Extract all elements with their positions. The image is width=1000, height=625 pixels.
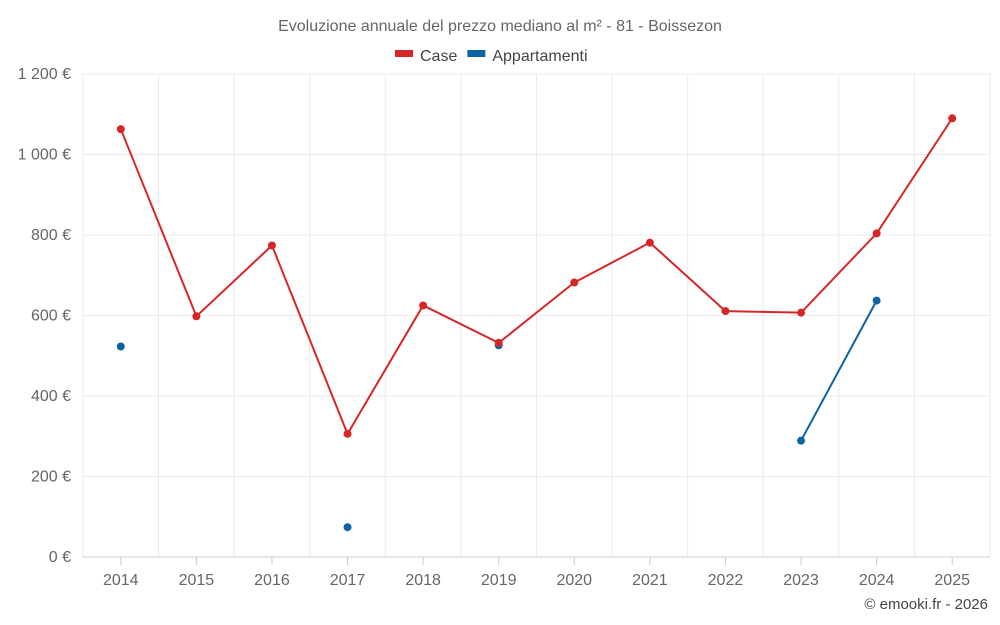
data-point[interactable] bbox=[872, 296, 881, 305]
x-tick-label: 2022 bbox=[708, 572, 744, 589]
legend: Case Appartamenti bbox=[395, 48, 588, 65]
legend-label[interactable]: Case bbox=[420, 48, 457, 65]
data-point[interactable] bbox=[343, 429, 352, 438]
x-tick-label: 2024 bbox=[859, 572, 895, 589]
legend-swatch bbox=[467, 50, 486, 57]
grid bbox=[82, 73, 991, 558]
y-axis: 0 € 200 € 400 € 600 € 800 € 1 000 € 1 200 € bbox=[18, 66, 71, 566]
x-tick-label: 2023 bbox=[783, 572, 819, 589]
chart-title: Evoluzione annuale del prezzo mediano al… bbox=[278, 18, 722, 35]
data-point[interactable] bbox=[797, 308, 806, 317]
x-tick-label: 2021 bbox=[632, 572, 668, 589]
data-point[interactable] bbox=[267, 241, 276, 250]
x-tick-label: 2014 bbox=[103, 572, 139, 589]
data-point[interactable] bbox=[494, 338, 503, 347]
data-point[interactable] bbox=[797, 436, 806, 445]
series-line bbox=[119, 117, 954, 435]
credit-text: © emooki.fr - 2026 bbox=[864, 596, 988, 613]
series-case bbox=[116, 114, 957, 438]
data-point[interactable] bbox=[721, 307, 730, 316]
x-tick-label: 2016 bbox=[254, 572, 290, 589]
x-tick-label: 2015 bbox=[179, 572, 215, 589]
x-tick-label: 2017 bbox=[330, 572, 366, 589]
x-tick-label: 2020 bbox=[556, 572, 592, 589]
y-tick-label: 600 € bbox=[31, 308, 71, 325]
data-point[interactable] bbox=[192, 312, 201, 321]
x-tick-label: 2019 bbox=[481, 572, 517, 589]
series-layer bbox=[116, 114, 957, 532]
x-axis: 2014 2015 2016 2017 2018 2019 2020 2021 2022 2023… bbox=[103, 557, 970, 589]
y-tick-label: 800 € bbox=[31, 227, 71, 244]
y-tick-label: 0 € bbox=[49, 549, 71, 566]
legend-swatch bbox=[395, 50, 413, 57]
data-point[interactable] bbox=[116, 342, 125, 351]
data-point[interactable] bbox=[948, 114, 957, 123]
data-point[interactable] bbox=[645, 238, 654, 247]
data-point[interactable] bbox=[570, 278, 579, 287]
legend-label[interactable]: Appartamenti bbox=[492, 48, 587, 65]
y-tick-label: 400 € bbox=[31, 388, 71, 405]
x-tick-label: 2025 bbox=[934, 572, 970, 589]
y-tick-label: 1 000 € bbox=[18, 147, 71, 164]
data-point[interactable] bbox=[419, 301, 428, 310]
series-line bbox=[800, 299, 878, 442]
data-point[interactable] bbox=[872, 229, 881, 238]
series-appartamenti bbox=[116, 296, 881, 532]
data-point[interactable] bbox=[116, 125, 125, 134]
y-tick-label: 1 200 € bbox=[18, 66, 71, 83]
x-tick-label: 2018 bbox=[405, 572, 441, 589]
y-tick-label: 200 € bbox=[31, 469, 71, 486]
data-point[interactable] bbox=[343, 523, 352, 532]
